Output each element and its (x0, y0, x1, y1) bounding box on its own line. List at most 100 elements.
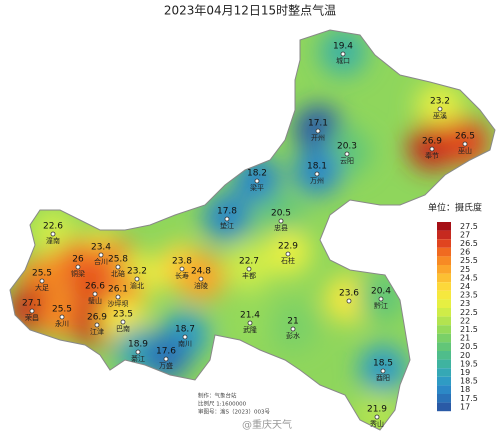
legend-title: 单位：摄氏度 (428, 202, 482, 214)
station-value: 17.6 (156, 347, 176, 357)
station-value: 26.6 (85, 282, 105, 292)
station-value: 18.2 (247, 169, 267, 179)
station-value: 23.5 (113, 310, 133, 320)
station-value: 23.6 (339, 289, 359, 299)
station-label: 云阳 (340, 156, 354, 165)
station-label: 城口 (336, 57, 350, 65)
legend-swatch (437, 402, 451, 412)
station-label: 武隆 (243, 325, 257, 334)
station-label: 彭水 (286, 331, 300, 340)
station-dot (163, 356, 169, 362)
legend-label: 26 (460, 248, 470, 257)
station-label: 丰都 (242, 271, 256, 280)
station-label: 荣昌 (25, 313, 39, 322)
station-label: 梁平 (250, 183, 264, 192)
station-label: 巴南 (116, 324, 130, 333)
station-value: 23.2 (127, 267, 147, 277)
legend-swatch (437, 282, 451, 291)
legend-label: 25 (460, 265, 470, 274)
station-dot (285, 251, 291, 257)
station-value: 26.1 (108, 285, 128, 295)
station-label: 江津 (90, 328, 104, 336)
station-dot (315, 128, 321, 134)
station-value: 23.4 (91, 243, 111, 253)
legend-label: 23.5 (460, 291, 478, 300)
footer-note: 制作：气象台站 (198, 392, 237, 400)
station-value: 23.2 (430, 97, 450, 107)
station-dot (429, 146, 435, 152)
station-dot (135, 349, 141, 355)
station-value: 20.3 (337, 142, 357, 152)
legend-swatch (437, 316, 451, 326)
station-dot (340, 51, 346, 57)
legend-label: 24.5 (460, 273, 478, 282)
legend-label: 21.5 (460, 325, 478, 334)
legend-label: 18.5 (460, 377, 478, 386)
station-dot (115, 264, 121, 270)
station-label: 黔江 (374, 301, 388, 310)
station-value: 22.6 (43, 222, 63, 232)
station-dot (437, 106, 443, 112)
station-dot (374, 414, 380, 420)
legend-label: 17.5 (460, 394, 478, 403)
station-value: 17.8 (217, 207, 237, 217)
legend: 单位：摄氏度 27.52726.52625.52524.52423.52322.… (428, 202, 482, 412)
station-value: 18.7 (175, 325, 195, 335)
legend-swatch (437, 265, 451, 274)
station-value: 20.4 (371, 287, 391, 297)
station-label: 奉节 (425, 151, 439, 160)
legend-swatch (437, 376, 451, 386)
station-label: 大足 (35, 283, 49, 292)
station-value: 26 (72, 255, 84, 265)
legend-swatch (437, 342, 451, 351)
legend-swatch (437, 222, 451, 231)
station-label: 忠县 (274, 224, 288, 232)
legend-swatch (437, 394, 451, 403)
station-label: 垫江 (220, 221, 234, 230)
legend-label: 20 (460, 351, 470, 360)
temperature-field (10, 30, 489, 430)
station-label: 铜梁 (71, 269, 85, 278)
station-value: 25.5 (52, 305, 72, 315)
watermark: @重庆天气 (242, 418, 292, 431)
station-dot (278, 218, 284, 224)
station-value: 21.9 (367, 405, 387, 415)
station-dot (92, 291, 98, 297)
legend-swatch (437, 333, 451, 343)
station-label: 合川 (94, 257, 108, 266)
station-value: 21 (287, 317, 298, 327)
legend-swatch (437, 351, 451, 360)
legend-swatch (437, 256, 451, 265)
station-label: 酉阳 (376, 373, 390, 382)
legend-label: 18 (460, 385, 470, 394)
station-value: 17.1 (308, 119, 328, 129)
station-value: 21.4 (240, 311, 260, 321)
legend-label: 22 (460, 316, 470, 325)
legend-label: 26.5 (460, 239, 478, 248)
map-title: 2023年04月12日15时整点气温 (164, 3, 336, 18)
legend-label: 27 (460, 230, 470, 239)
station-dot (378, 296, 384, 302)
legend-label: 19.5 (460, 359, 478, 368)
station-label: 长寿 (175, 271, 189, 280)
station-value: 26.9 (87, 313, 107, 323)
station-dot (75, 264, 81, 270)
station-value: 20.5 (271, 209, 291, 219)
legend-swatch (437, 230, 451, 240)
station-dot (198, 276, 204, 282)
legend-swatch (437, 385, 451, 394)
station-label: 沙坪坝 (108, 299, 129, 308)
station-label: 巫山 (458, 146, 472, 155)
station-value: 25.5 (32, 269, 52, 279)
station-value: 26.9 (422, 137, 442, 147)
station-value: 22.9 (278, 242, 298, 252)
legend-label: 21 (460, 334, 470, 343)
stations: 19.4 城口 23.2 巫溪 17.1 开州 26.9 奉节 26.5 巫山 20.3 云阳 18.1… (22, 42, 475, 429)
station-value: 23.8 (172, 257, 192, 267)
legend-label: 19 (460, 368, 470, 377)
station-label: 北碚 (111, 269, 125, 278)
station-dot (29, 308, 35, 314)
footer-note: 审图号：渝S（2023）003号 (198, 408, 270, 416)
